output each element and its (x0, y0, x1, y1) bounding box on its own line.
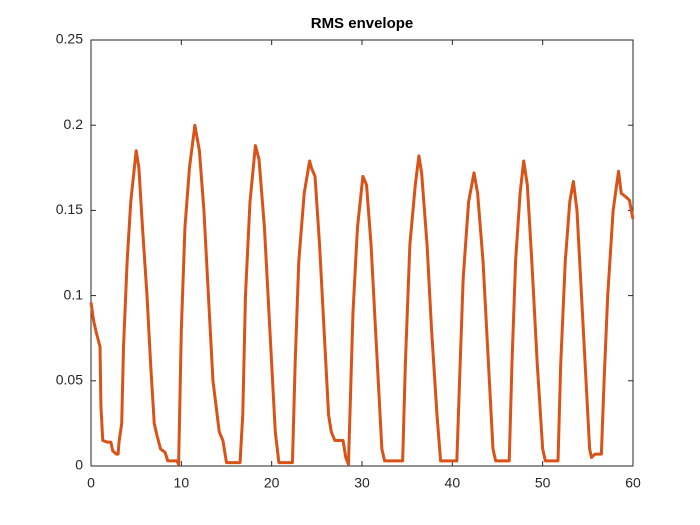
x-tick-label: 0 (87, 475, 95, 491)
y-tick-label: 0 (75, 457, 83, 473)
data-line (89, 123, 635, 466)
x-tick-label: 40 (445, 475, 461, 491)
y-tick-label: 0.05 (56, 372, 83, 388)
y-tick-label: 0.2 (64, 116, 84, 132)
x-tick-label: 50 (535, 475, 551, 491)
x-tick-label: 30 (354, 475, 370, 491)
y-tick-label: 0.25 (56, 31, 83, 47)
x-tick-label: 60 (625, 475, 641, 491)
y-tick-label: 0.15 (56, 201, 83, 217)
x-tick-label: 20 (264, 475, 280, 491)
chart-title: RMS envelope (311, 15, 414, 32)
x-tick-label: 10 (174, 475, 190, 491)
y-tick-label: 0.1 (64, 286, 84, 302)
